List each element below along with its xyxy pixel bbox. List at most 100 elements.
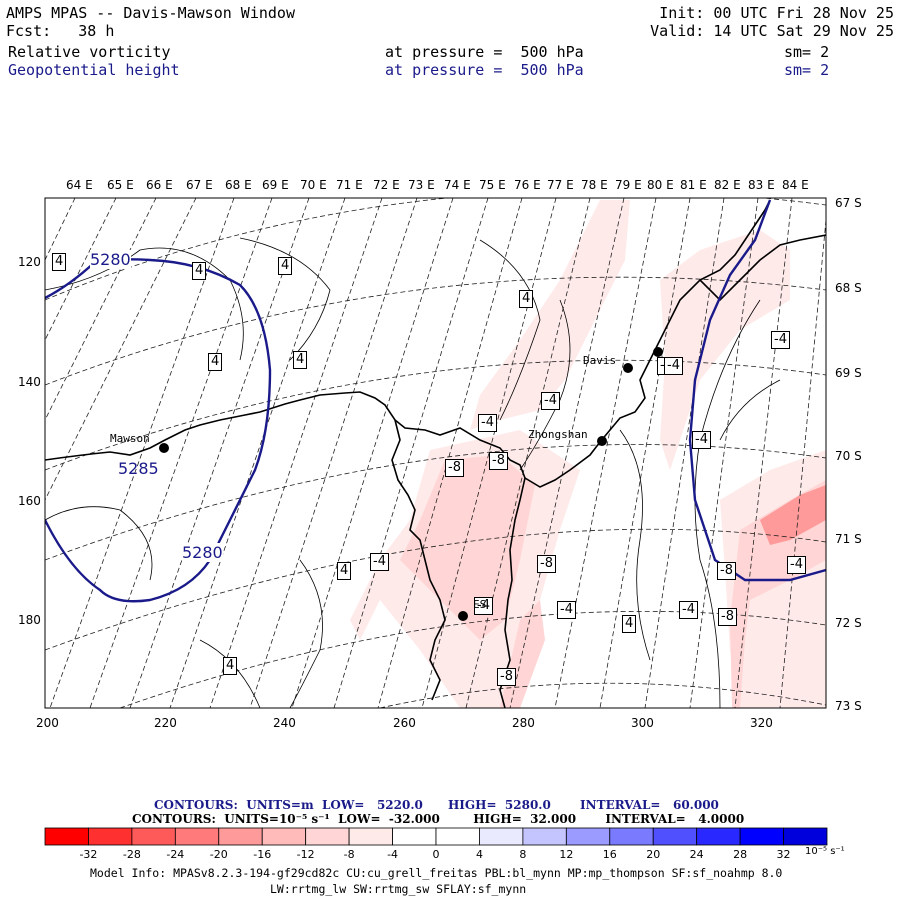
colorbar-swatch (44, 827, 89, 846)
lon-label: 80 E (647, 178, 674, 192)
station-progress-marker[interactable] (653, 347, 663, 357)
vort-label: -8 (718, 608, 737, 626)
height-contours (45, 199, 826, 603)
height-label: 5280 (182, 543, 223, 562)
colorbar-swatch (218, 827, 263, 846)
station-progress2-marker[interactable] (458, 611, 468, 621)
colorbar-tick-label: 24 (689, 848, 704, 861)
colorbar-swatch (565, 827, 611, 846)
vort-label: 4 (622, 615, 637, 633)
colorbar-tick-label: 32 (776, 848, 791, 861)
lon-label: 68 E (225, 178, 252, 192)
lon-label: 74 E (444, 178, 471, 192)
colorbar-swatch (696, 827, 741, 846)
vort-label: -4 (679, 601, 698, 619)
lat-label: 69 S (835, 366, 862, 380)
x-tick: 300 (631, 716, 654, 730)
vort-label: 4 (519, 290, 534, 308)
y-tick: 140 (18, 375, 41, 389)
lon-label: 81 E (680, 178, 707, 192)
colorbar-tick-label: 4 (475, 848, 483, 861)
field2-smoothing: sm= 2 (784, 61, 830, 79)
vort-label: -4 (664, 357, 683, 375)
colorbar-swatch (652, 827, 698, 846)
colorbar-tick-label: -28 (122, 848, 141, 861)
station-zhongshan-marker[interactable] (597, 436, 607, 446)
lon-label: 65 E (107, 178, 134, 192)
lon-label: 71 E (336, 178, 363, 192)
x-tick: 260 (393, 716, 416, 730)
vort-label: -4 (557, 601, 576, 619)
vorticity-shading (350, 200, 826, 708)
colorbar-tick-label: -24 (166, 848, 185, 861)
colorbar-tick-label: 28 (733, 848, 748, 861)
lon-label: 73 E (408, 178, 435, 192)
lon-label: 75 E (479, 178, 506, 192)
vort-label: -8 (717, 562, 736, 580)
vort-label: 4 (223, 657, 238, 675)
colorbar-swatch (88, 827, 133, 846)
field2-level: at pressure = 500 hPa (385, 61, 584, 79)
lon-label: 72 E (373, 178, 400, 192)
x-tick: 320 (750, 716, 773, 730)
map-frame (44, 197, 827, 709)
vort-label: 4 (208, 353, 223, 371)
colorbar-tick-label: -4 (387, 848, 399, 861)
model-info-line1: Model Info: MPASv8.2.3-194-gf29cd82c CU:… (90, 866, 783, 880)
lon-label: 66 E (146, 178, 173, 192)
lon-label: 77 E (547, 178, 574, 192)
y-tick: 120 (18, 255, 41, 269)
map-title: AMPS MPAS -- Davis-Mawson Window (6, 4, 295, 22)
vort-label: 4 (278, 257, 293, 275)
field1-name: Relative vorticity (8, 43, 171, 61)
station-mawson-marker[interactable] (159, 443, 169, 453)
lat-label: 71 S (835, 532, 862, 546)
x-tick: 280 (512, 716, 535, 730)
colorbar-tick-label: 12 (559, 848, 574, 861)
vort-label: -4 (474, 597, 493, 615)
y-tick: 160 (18, 494, 41, 508)
vort-label: -4 (787, 556, 806, 574)
lat-label: 68 S (835, 281, 862, 295)
colorbar-tick-label: 0 (432, 848, 440, 861)
vorticity-contours (45, 237, 781, 708)
lon-label: 64 E (66, 178, 93, 192)
vort-label: -8 (445, 459, 464, 477)
field1-smoothing: sm= 2 (784, 43, 830, 61)
vorticity-contour-info: CONTOURS: UNITS=10⁻⁵ s⁻¹ LOW= -32.000 HI… (132, 812, 745, 826)
colorbar-swatch (174, 827, 220, 846)
colorbar-swatch (479, 827, 524, 846)
station-label-davis: Davis (583, 354, 617, 367)
vort-label: -4 (478, 414, 497, 432)
vort-label: -4 (541, 392, 560, 410)
colorbar-swatch (783, 827, 828, 846)
lon-label: 79 E (615, 178, 642, 192)
y-tick: 180 (18, 613, 41, 627)
height-contour-info: CONTOURS: UNITS=m LOW= 5220.0 HIGH= 5280… (154, 798, 719, 812)
lon-label: 69 E (262, 178, 289, 192)
colorbar-swatch (348, 827, 393, 846)
colorbar-tick-label: -8 (343, 848, 355, 861)
lon-label: 83 E (748, 178, 775, 192)
stations (159, 347, 663, 621)
lat-label: 73 S (835, 699, 862, 713)
colorbar-swatch (131, 827, 176, 846)
station-label-zhongshan: Zhongshan (528, 428, 588, 441)
colorbar-tick-label: 8 (519, 848, 527, 861)
station-davis-marker[interactable] (623, 363, 633, 373)
vort-label: -8 (489, 452, 508, 470)
lon-label: 78 E (581, 178, 608, 192)
vort-label: -4 (692, 431, 711, 449)
lon-label: 84 E (782, 178, 809, 192)
init-time: Init: 00 UTC Fri 28 Nov 25 (659, 4, 894, 22)
colorbar-swatch (522, 827, 567, 846)
lon-label: 70 E (300, 178, 327, 192)
valid-time: Valid: 14 UTC Sat 29 Nov 25 (650, 22, 894, 40)
colorbar-swatch (392, 827, 437, 846)
vort-label: -4 (771, 331, 790, 349)
vort-label: -8 (497, 668, 516, 686)
colorbar-tick-label: -32 (79, 848, 98, 861)
lon-label: 76 E (514, 178, 541, 192)
x-tick: 240 (273, 716, 296, 730)
